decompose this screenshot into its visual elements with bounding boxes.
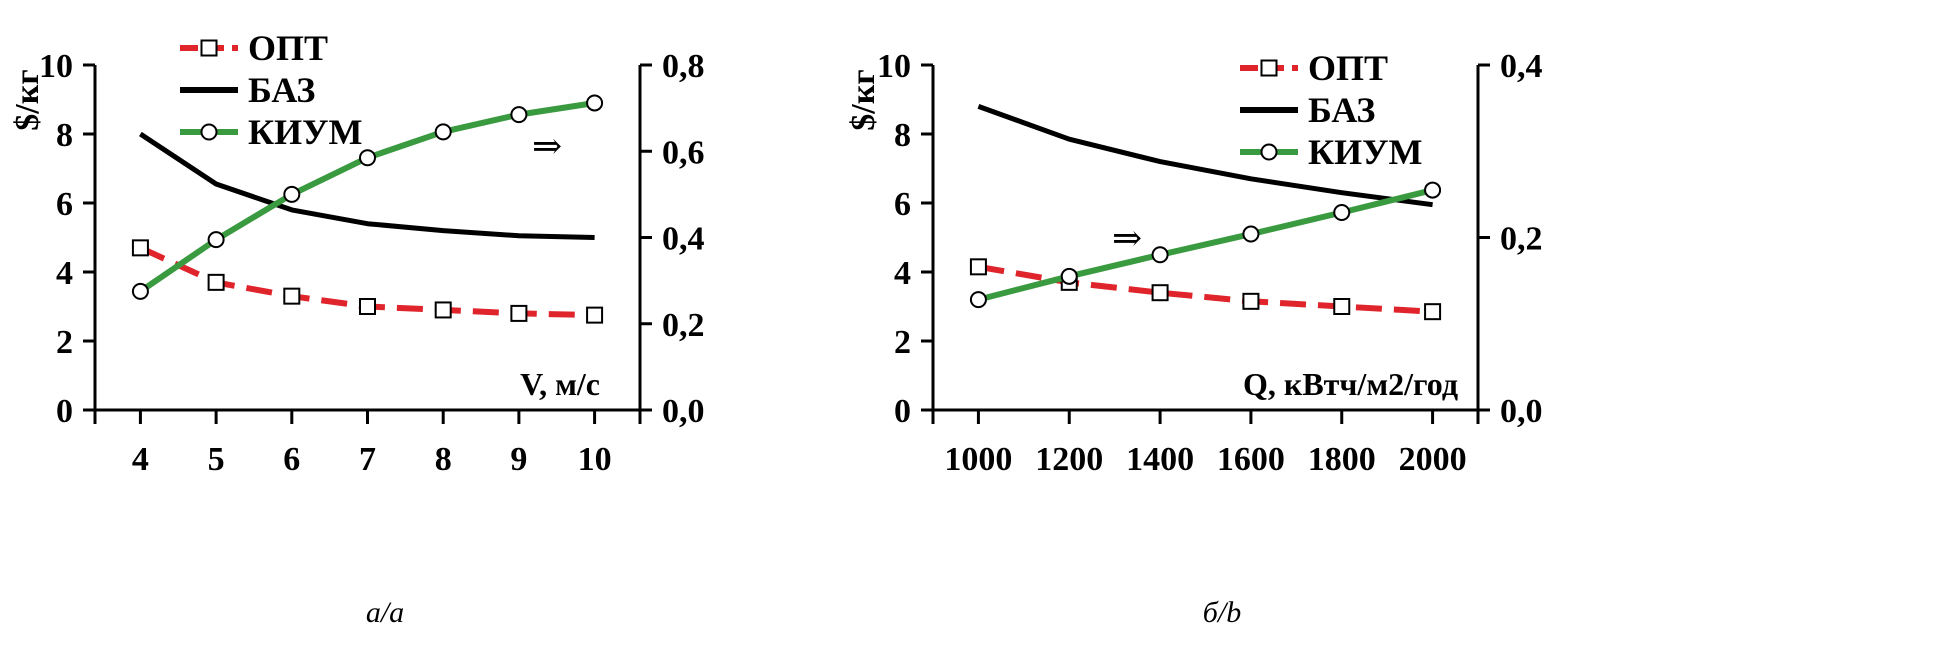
legend-label: КИУМ [1308,132,1423,172]
left-y-tick-label: 2 [56,324,73,361]
data-point-square [586,306,604,324]
x-axis-label: Q, кВтч/м2/год [1243,366,1458,402]
left-y-tick-label: 0 [56,393,73,430]
data-point-circle [1060,267,1078,285]
left-y-tick-label: 6 [894,186,911,223]
data-point-square [1333,298,1351,315]
series-line-БАЗ [977,104,1433,208]
left-y-tick-label: 6 [56,186,73,223]
data-point-square [283,287,301,305]
data-point-square [207,273,225,291]
series-line-БАЗ [139,131,595,240]
x-tick-label: 1200 [1035,441,1103,478]
legend-label: КИУМ [248,112,363,152]
data-point-circle [586,94,604,112]
y-axis-label: $/кг [845,69,882,130]
data-point-square [1424,303,1442,321]
data-point-circle [434,123,452,141]
legend-label: БАЗ [248,70,315,110]
right-y-tick-label: 0,4 [662,221,705,258]
right-y-tick-label: 0,2 [1500,221,1543,258]
x-axis-label: V, м/с [520,366,600,402]
x-tick-label: 6 [283,441,300,478]
right-axis-arrow: ⇒ [1112,218,1142,258]
y-axis-label: $/кг [9,69,46,130]
right-y-tick-label: 0,0 [1500,393,1543,430]
left-y-tick-label: 8 [894,117,911,154]
right-y-tick-label: 0,6 [662,134,705,171]
series-line-КИУМ [977,187,1434,303]
left-y-tick-label: 10 [39,48,73,85]
left-y-tick-label: 4 [894,255,911,292]
data-point-circle [510,106,528,124]
right-y-tick-label: 0,4 [1500,48,1543,85]
left-y-tick-label: 8 [56,117,73,154]
left-y-tick-label: 0 [894,393,911,430]
x-tick-label: 2000 [1399,441,1467,478]
x-tick-label: 1600 [1217,441,1285,478]
data-point-circle [207,231,225,249]
right-y-tick-label: 0,0 [662,393,705,430]
legend-marker-circle [1260,143,1278,161]
data-point-circle [359,149,376,167]
data-point-square [434,301,452,319]
data-point-circle [969,291,987,309]
data-point-circle [1151,246,1169,264]
data-point-circle [1424,181,1442,199]
x-tick-label: 1400 [1126,441,1194,478]
data-point-square [510,304,528,322]
x-tick-label: 10 [578,441,612,478]
chart-panel-2: 0 2 4 6 8 10 0,0 0,2 0,4 1000 1200 1400 1600 1800 2000… [845,48,1543,629]
legend-marker-square [1260,59,1278,77]
data-point-square [131,239,149,257]
x-tick-label: 8 [435,441,452,478]
data-point-circle [131,282,149,300]
legend-label: ОПТ [1308,48,1388,88]
data-point-circle [283,185,301,203]
x-tick-label: 9 [510,441,527,478]
x-tick-label: 4 [132,441,149,478]
x-tick-label: 5 [208,441,225,478]
legend-label: БАЗ [1308,90,1375,130]
legend-marker-square [200,39,218,57]
legend-label: ОПТ [248,28,328,68]
right-y-tick-label: 0,8 [662,48,705,85]
left-y-tick-label: 4 [56,255,73,292]
legend-marker-circle [200,123,218,141]
x-tick-label: 1000 [944,441,1012,478]
data-point-square [969,258,987,276]
data-point-square [1242,292,1260,310]
series-line-ОПТ [977,263,1433,315]
left-y-tick-label: 2 [894,324,911,361]
panel-caption: б/b [1203,596,1241,629]
left-y-tick-label: 10 [877,48,911,85]
data-point-circle [1333,203,1351,221]
data-point-square [1151,284,1169,302]
x-tick-label: 7 [359,441,376,478]
right-y-tick-label: 0,2 [662,307,705,344]
right-axis-arrow: ⇒ [532,126,562,166]
panel-caption: а/a [366,596,404,629]
x-tick-label: 1800 [1308,441,1376,478]
data-point-circle [1242,225,1260,243]
data-point-square [359,298,376,315]
